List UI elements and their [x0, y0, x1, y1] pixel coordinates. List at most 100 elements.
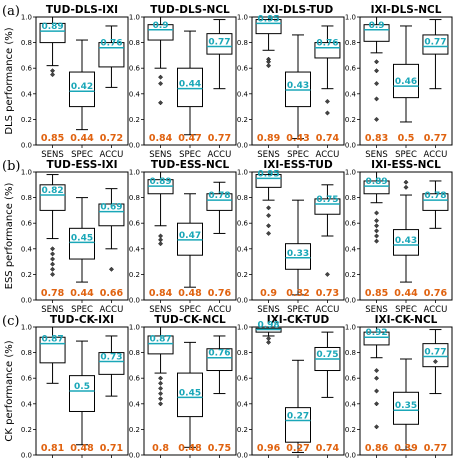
- x-tick-label: SPEC: [395, 305, 417, 315]
- outlier-point: [374, 228, 380, 234]
- panel-title: TUD-DLS-IXI: [46, 4, 118, 16]
- median-value-label: 0.27: [287, 411, 309, 421]
- x-tick-label: SPEC: [179, 305, 201, 315]
- outlier-point: [374, 223, 380, 229]
- y-tick-label: 0.2: [129, 116, 140, 124]
- median-value-label: 0.73: [100, 353, 122, 363]
- x-tick-label: SPEC: [71, 150, 93, 160]
- mean-value-label: 0.76: [424, 288, 448, 299]
- box-iqr: [206, 348, 233, 372]
- median-value-label: 0.92: [365, 328, 387, 338]
- median-value-label: 0.45: [179, 388, 201, 398]
- outlier-point: [374, 401, 380, 407]
- outlier-point: [108, 266, 114, 272]
- y-tick-label: 1.0: [237, 169, 248, 177]
- panel-title: IXI-DLS-TUD: [263, 4, 334, 16]
- outlier-point: [158, 385, 164, 391]
- y-tick-label: 0.4: [345, 245, 357, 253]
- row-label: (a): [2, 4, 20, 19]
- y-tick-label: 0.6: [21, 220, 33, 228]
- median-value-label: 0.5: [74, 382, 90, 392]
- x-tick-label: ACCU: [424, 150, 448, 160]
- mean-value-label: 0.83: [365, 133, 388, 144]
- box-iqr: [98, 352, 125, 375]
- box-iqr: [206, 33, 233, 55]
- outlier-point: [158, 81, 164, 87]
- median-value-label: 0.78: [424, 191, 446, 201]
- median-value-label: 0.95: [257, 169, 279, 179]
- mean-value-label: 0.43: [286, 133, 309, 144]
- median-value-label: 0.95: [257, 14, 279, 24]
- y-tick-label: 0.6: [345, 375, 357, 383]
- outlier-point: [50, 251, 56, 257]
- x-tick-label: SPEC: [71, 305, 93, 315]
- outlier-point: [374, 375, 380, 381]
- box-iqr: [363, 24, 390, 42]
- outlier-point: [374, 116, 380, 122]
- mean-value-label: 0.96: [257, 443, 281, 454]
- y-tick-label: 1.0: [345, 14, 356, 22]
- box-iqr: [393, 391, 419, 425]
- x-tick-label: SPEC: [287, 305, 309, 315]
- y-tick-label: 0.4: [345, 400, 357, 408]
- mean-value-label: 0.71: [100, 443, 123, 454]
- panel-title: TUD-CK-NCL: [154, 314, 226, 326]
- x-tick-label: ACCU: [208, 305, 232, 315]
- y-tick-label: 0.4: [129, 90, 141, 98]
- y-tick-label: 0.6: [345, 65, 357, 73]
- y-tick-label: 0.0: [237, 297, 248, 305]
- y-tick-label: 0.6: [129, 375, 141, 383]
- x-tick-label: ACCU: [100, 150, 124, 160]
- y-tick-label: 0.8: [129, 349, 140, 357]
- y-tick-label: 0.2: [237, 116, 248, 124]
- outlier-point: [324, 110, 330, 116]
- y-tick-label: 1.0: [129, 14, 140, 22]
- median-value-label: 0.89: [41, 22, 63, 32]
- outlier-point: [50, 256, 56, 262]
- y-tick-label: 0.8: [129, 194, 140, 202]
- median-value-label: 0.9: [369, 21, 385, 31]
- box-iqr: [177, 372, 203, 418]
- outlier-point: [50, 68, 56, 74]
- y-tick-label: 0.6: [21, 65, 33, 73]
- median-value-label: 0.69: [100, 203, 122, 213]
- median-value-label: 0.35: [395, 401, 417, 411]
- panel-title: IXI-CK-NCL: [375, 314, 438, 326]
- median-value-label: 0.43: [395, 236, 417, 246]
- y-tick-label: 0.2: [21, 116, 32, 124]
- median-value-label: 0.47: [179, 231, 201, 241]
- y-tick-label: 0.4: [237, 90, 249, 98]
- box-iqr: [98, 203, 125, 227]
- mean-value-label: 0.81: [41, 443, 64, 454]
- x-tick-label: SENS: [365, 305, 388, 315]
- panel-title: IXI-CK-TUD: [267, 314, 330, 326]
- box-iqr: [39, 336, 66, 364]
- y-tick-label: 0.8: [345, 349, 356, 357]
- box-iqr: [39, 184, 66, 211]
- y-tick-label: 0.6: [129, 65, 141, 73]
- y-tick-label: 0.6: [21, 375, 33, 383]
- outlier-point: [158, 391, 164, 397]
- box-iqr: [363, 331, 390, 346]
- mean-value-label: 0.32: [286, 288, 309, 299]
- y-tick-label: 0.4: [129, 400, 141, 408]
- median-value-label: 0.76: [316, 39, 338, 49]
- outlier-point: [50, 266, 56, 272]
- y-tick-label: 0.4: [21, 90, 33, 98]
- y-tick-label: 0.2: [345, 271, 356, 279]
- outlier-point: [374, 218, 380, 224]
- median-value-label: 0.9: [153, 21, 169, 31]
- median-value-label: 0.42: [71, 82, 93, 92]
- box-iqr: [69, 71, 95, 108]
- y-tick-label: 0.2: [345, 426, 356, 434]
- mean-value-label: 0.8: [152, 443, 169, 454]
- outlier-point: [374, 68, 380, 74]
- median-value-label: 0.75: [316, 195, 338, 205]
- mean-value-label: 0.78: [41, 288, 65, 299]
- median-value-label: 0.46: [395, 77, 417, 87]
- y-tick-label: 0.0: [129, 452, 140, 460]
- y-tick-label: 0.8: [345, 39, 356, 47]
- mean-value-label: 0.44: [394, 288, 418, 299]
- outlier-point: [266, 223, 272, 229]
